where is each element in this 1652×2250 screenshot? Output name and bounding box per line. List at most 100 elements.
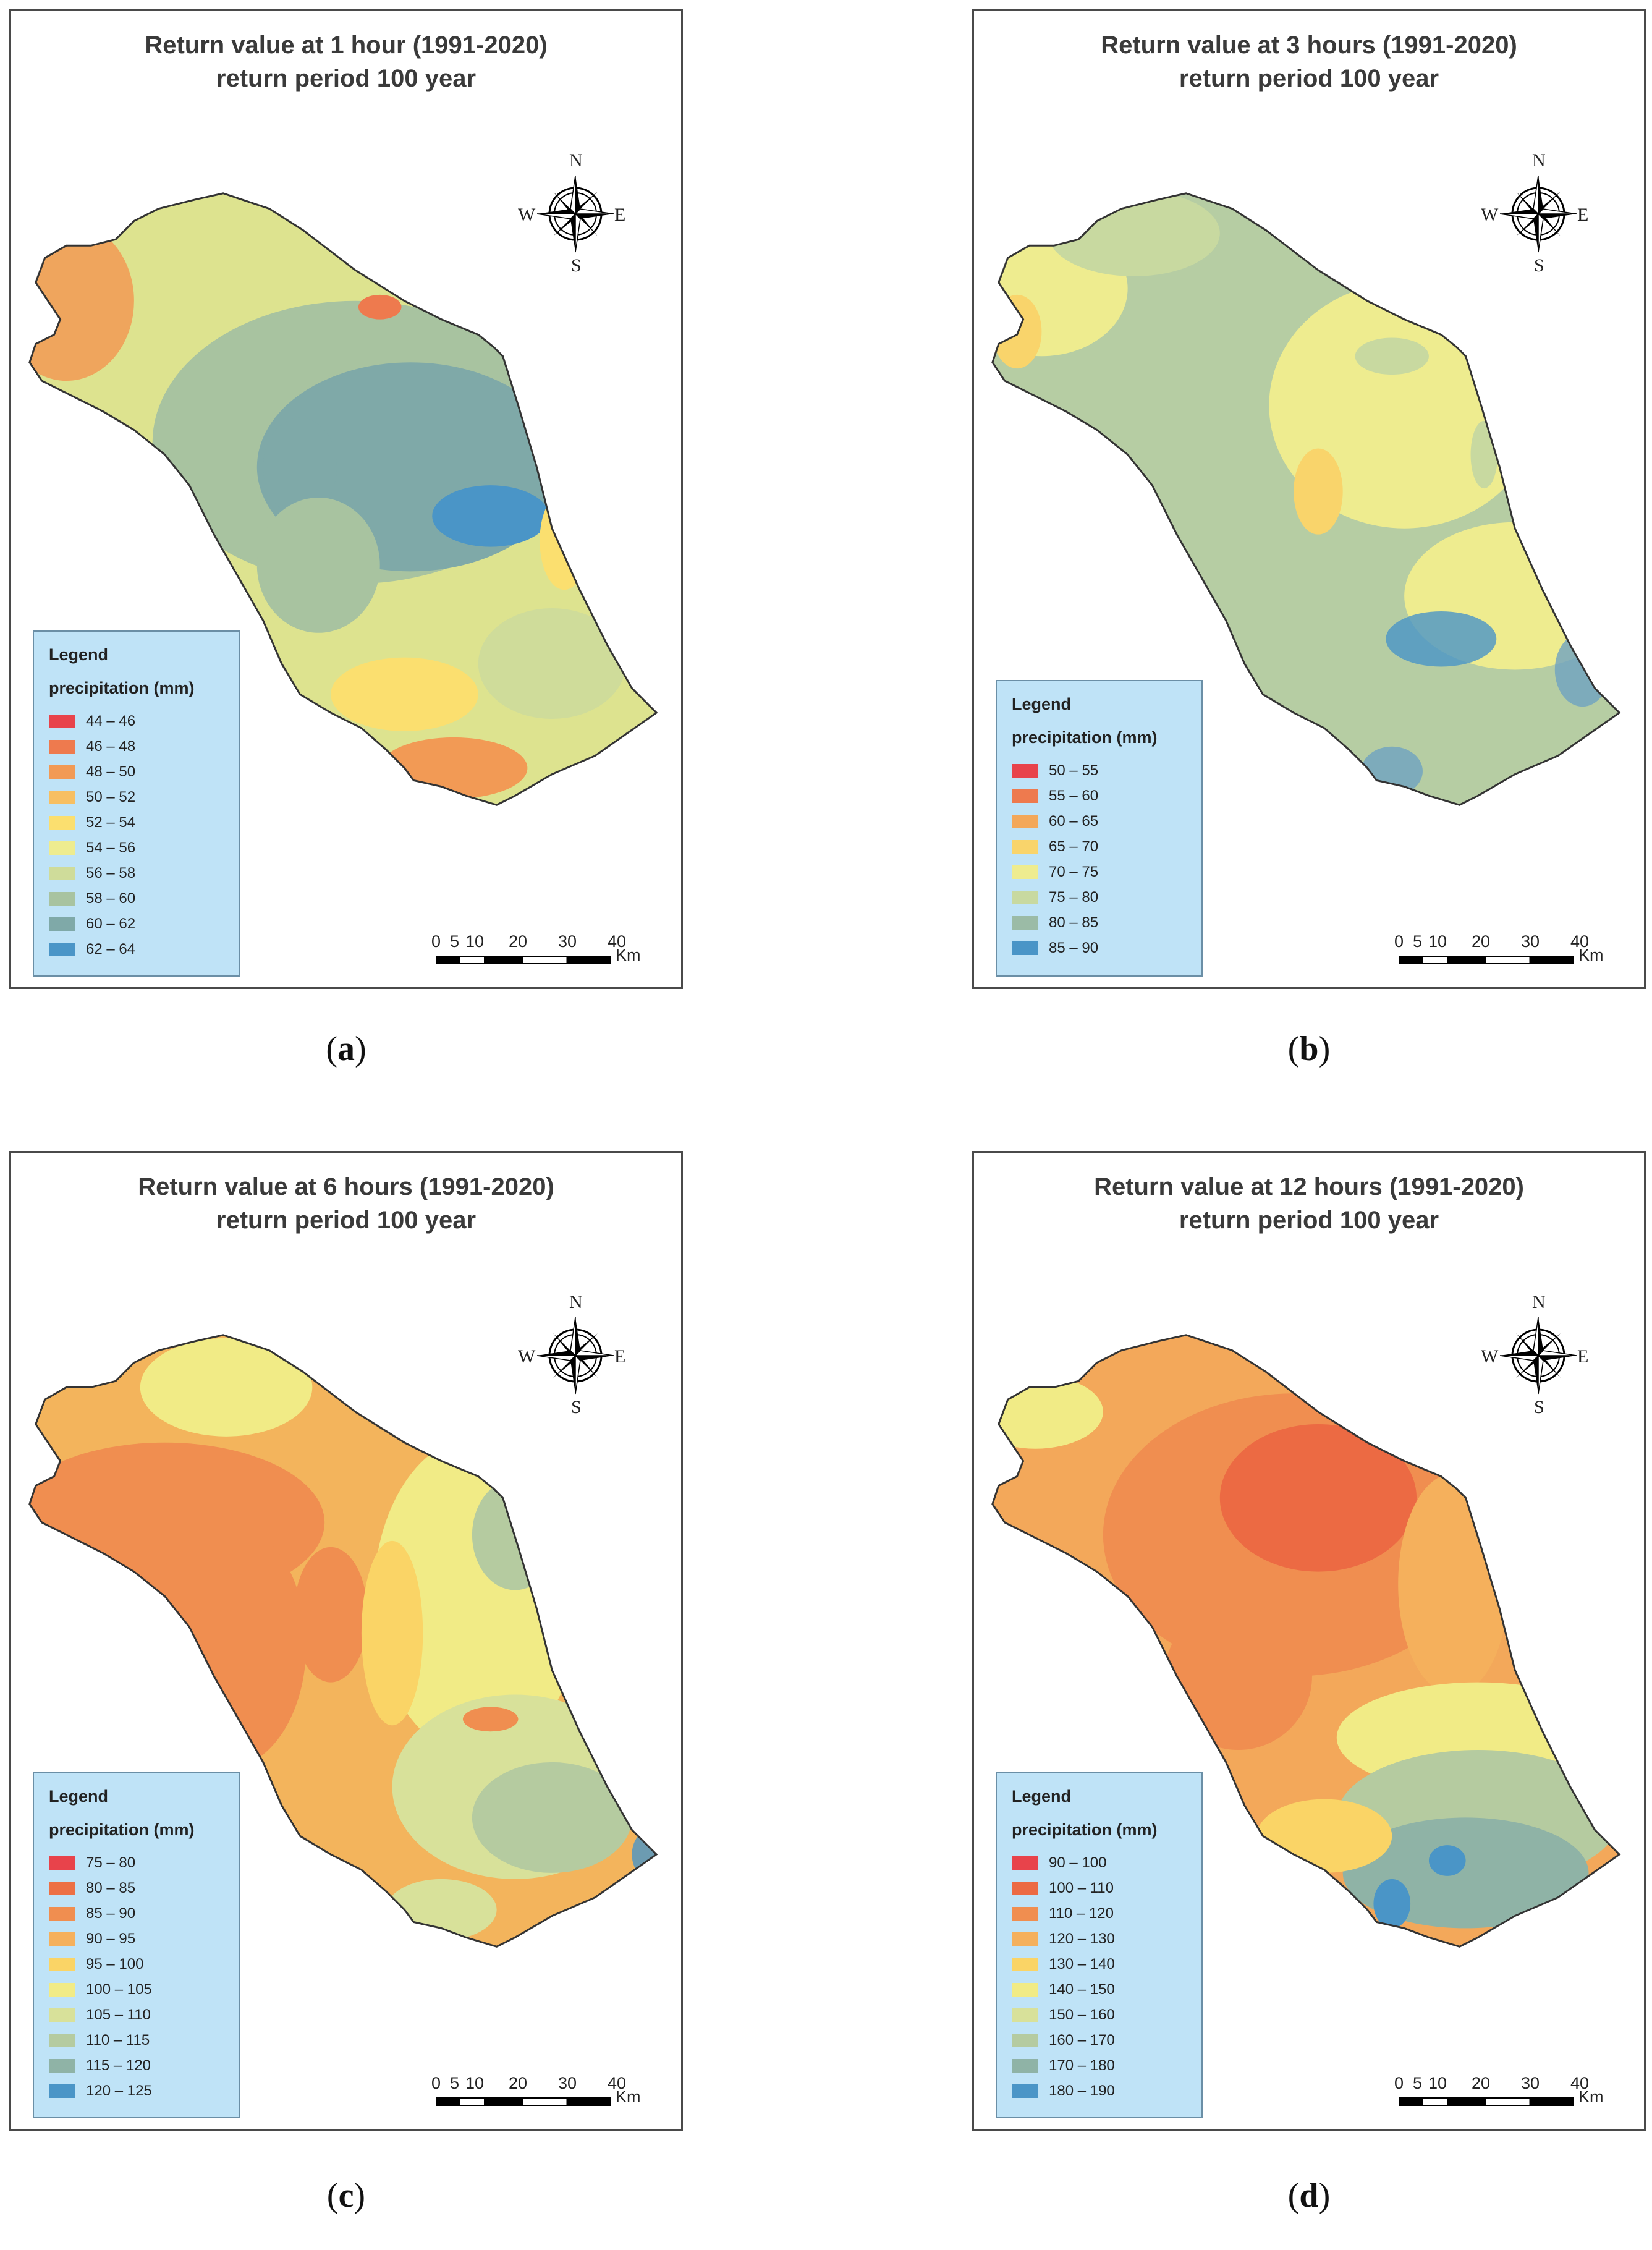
compass-icon: [536, 175, 614, 253]
legend-label: 90 – 100: [1049, 1854, 1107, 1871]
map-legend: Legend precipitation (mm) 44 – 46 46 – 48…: [33, 630, 240, 977]
legend-entry: 46 – 48: [49, 737, 234, 756]
legend-label: 110 – 115: [86, 2032, 150, 2048]
legend-entry: 56 – 58: [49, 864, 234, 883]
map-panel-a: Return value at 1 hour (1991-2020) retur…: [9, 9, 683, 989]
legend-swatch: [49, 740, 75, 754]
legend-title: Legend: [49, 1787, 109, 1806]
legend-entry: 62 – 64: [49, 940, 234, 959]
map-legend: Legend precipitation (mm) 50 – 55 55 – 60…: [996, 680, 1203, 977]
legend-entry: 110 – 115: [49, 2031, 234, 2050]
caption-a: (a): [326, 1030, 366, 1068]
legend-entry: 50 – 52: [49, 788, 234, 807]
legend-label: 85 – 90: [86, 1905, 136, 1922]
legend-swatch: [1012, 1882, 1038, 1895]
legend-swatch: [49, 892, 75, 906]
legend-entry: 65 – 70: [1012, 838, 1197, 856]
map-legend: Legend precipitation (mm) 90 – 100 100 – …: [996, 1772, 1203, 2118]
compass-rose: N E S W: [518, 1292, 626, 1417]
legend-label: 75 – 80: [1049, 889, 1099, 906]
legend-swatch: [49, 1856, 75, 1870]
legend-swatch: [1012, 1856, 1038, 1870]
map-title: Return value at 1 hour (1991-2020) retur…: [145, 32, 548, 92]
legend-label: 44 – 46: [86, 713, 136, 729]
legend-swatch: [1012, 815, 1038, 828]
map-title: Return value at 12 hours (1991-2020) ret…: [1094, 1173, 1524, 1234]
legend-entry: 85 – 90: [49, 1904, 234, 1923]
legend-entry: 70 – 75: [1012, 863, 1197, 881]
legend-entry: 75 – 80: [49, 1854, 234, 1872]
legend-unit: precipitation (mm): [1012, 728, 1158, 747]
legend-swatch: [1012, 2084, 1038, 2098]
legend-swatch: [1012, 1932, 1038, 1946]
legend-label: 90 – 95: [86, 1930, 136, 1947]
legend-title: Legend: [1012, 695, 1072, 713]
legend-swatch: [49, 1882, 75, 1895]
region-map: [28, 192, 658, 806]
legend-label: 95 – 100: [86, 1956, 144, 1972]
legend-entry: 75 – 80: [1012, 888, 1197, 907]
legend-label: 160 – 170: [1049, 2032, 1115, 2048]
legend-unit: precipitation (mm): [49, 1820, 195, 1839]
legend-entry: 115 – 120: [49, 2057, 234, 2075]
legend-swatch: [1012, 2008, 1038, 2022]
legend-swatch: [1012, 789, 1038, 803]
legend-label: 170 – 180: [1049, 2057, 1115, 2074]
compass-rose: N E S W: [1481, 1292, 1589, 1417]
legend-label: 70 – 75: [1049, 864, 1099, 880]
legend-entry: 60 – 62: [49, 915, 234, 933]
legend-label: 48 – 50: [86, 763, 136, 780]
legend-swatch: [49, 917, 75, 931]
legend-entry: 160 – 170: [1012, 2031, 1197, 2050]
legend-label: 55 – 60: [1049, 788, 1099, 804]
legend-swatch: [1012, 1958, 1038, 1971]
legend-label: 140 – 150: [1049, 1981, 1115, 1998]
legend-swatch: [49, 791, 75, 804]
legend-label: 100 – 110: [1049, 1880, 1114, 1896]
region-map: [991, 192, 1621, 806]
legend-entry: 52 – 54: [49, 813, 234, 832]
legend-swatch: [1012, 1907, 1038, 1921]
legend-swatch: [49, 841, 75, 855]
legend-label: 100 – 105: [86, 1981, 152, 1998]
legend-label: 50 – 55: [1049, 762, 1099, 779]
legend-swatch: [1012, 941, 1038, 955]
legend-swatch: [49, 943, 75, 956]
legend-label: 120 – 125: [86, 2082, 152, 2099]
legend-swatch: [49, 2084, 75, 2098]
legend-label: 105 – 110: [86, 2006, 151, 2023]
compass-icon: [536, 1317, 614, 1395]
legend-entry: 140 – 150: [1012, 1980, 1197, 1999]
legend-entry: 100 – 105: [49, 1980, 234, 1999]
legend-label: 80 – 85: [86, 1880, 136, 1896]
map-panel-c: Return value at 6 hours (1991-2020) retu…: [9, 1151, 683, 2131]
legend-entry: 130 – 140: [1012, 1955, 1197, 1974]
legend-label: 75 – 80: [86, 1854, 136, 1871]
compass-icon: [1499, 1317, 1577, 1395]
legend-entry: 100 – 110: [1012, 1879, 1197, 1898]
region-map: [991, 1334, 1621, 1948]
legend-swatch: [1012, 916, 1038, 930]
legend-entry: 50 – 55: [1012, 762, 1197, 780]
legend-label: 58 – 60: [86, 890, 136, 907]
legend-entry: 44 – 46: [49, 712, 234, 731]
legend-title: Legend: [1012, 1787, 1072, 1806]
legend-label: 50 – 52: [86, 789, 136, 805]
map-panel-b: Return value at 3 hours (1991-2020) retu…: [972, 9, 1646, 989]
legend-entry: 150 – 160: [1012, 2006, 1197, 2024]
legend-swatch: [1012, 865, 1038, 879]
map-title: Return value at 6 hours (1991-2020) retu…: [138, 1173, 554, 1234]
legend-label: 46 – 48: [86, 738, 136, 755]
legend-label: 130 – 140: [1049, 1956, 1115, 1972]
legend-swatch: [49, 1983, 75, 1997]
legend-swatch: [49, 867, 75, 880]
legend-swatch: [49, 1907, 75, 1921]
legend-swatch: [1012, 1983, 1038, 1997]
legend-label: 180 – 190: [1049, 2082, 1115, 2099]
map-legend: Legend precipitation (mm) 75 – 80 80 – 85…: [33, 1772, 240, 2118]
legend-entry: 90 – 95: [49, 1930, 234, 1948]
legend-entry: 95 – 100: [49, 1955, 234, 1974]
caption-d: (d): [1287, 2176, 1331, 2215]
compass-icon: [1499, 175, 1577, 253]
legend-swatch: [49, 2059, 75, 2073]
